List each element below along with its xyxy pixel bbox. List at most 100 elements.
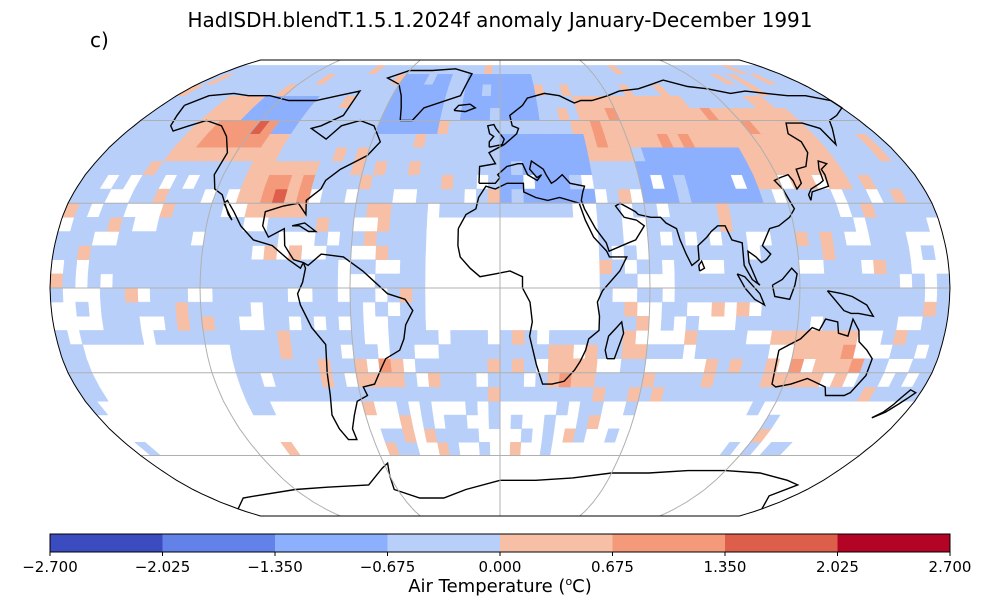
anomaly-cell <box>661 301 676 317</box>
anomaly-cell <box>599 259 613 275</box>
anomaly-cell <box>609 217 624 232</box>
anomaly-cell <box>720 330 736 345</box>
anomaly-cell <box>544 160 558 175</box>
anomaly-cell <box>773 259 788 275</box>
anomaly-cell <box>387 245 402 260</box>
anomaly-cell <box>711 301 725 317</box>
anomaly-cell <box>511 344 525 359</box>
anomaly-cell <box>520 428 533 443</box>
anomaly-cell <box>475 202 489 218</box>
anomaly-cell <box>811 273 826 289</box>
coastline <box>807 160 830 201</box>
anomaly-cell <box>390 202 405 218</box>
anomaly-cell <box>274 287 289 303</box>
anomaly-cell <box>670 344 685 359</box>
anomaly-cell <box>759 245 774 260</box>
anomaly-cell <box>100 259 115 275</box>
colorbar-tick-label: 0.000 <box>478 558 522 576</box>
anomaly-cell <box>849 273 863 289</box>
anomaly-cell <box>491 65 501 75</box>
anomaly-cell <box>476 65 486 75</box>
anomaly-cell <box>685 316 700 331</box>
anomaly-cell <box>541 428 555 443</box>
anomaly-cell <box>427 372 442 388</box>
anomaly-cell <box>519 120 532 134</box>
anomaly-cell <box>785 301 800 317</box>
anomaly-cell <box>746 401 766 416</box>
anomaly-cell <box>465 401 478 416</box>
anomaly-cell <box>387 273 401 289</box>
anomaly-cell <box>464 386 478 402</box>
anomaly-cell <box>885 259 900 275</box>
anomaly-cell <box>447 442 461 456</box>
anomaly-cell <box>561 330 575 345</box>
panel-label: c) <box>90 28 109 52</box>
anomaly-cell <box>920 245 936 260</box>
anomaly-cell <box>733 330 748 345</box>
anomaly-cell <box>645 217 660 232</box>
anomaly-cell <box>450 344 464 359</box>
anomaly-cell <box>439 372 454 388</box>
anomaly-cell <box>429 386 443 402</box>
anomaly-cell <box>405 386 420 402</box>
anomaly-cell <box>178 231 194 246</box>
anomaly-cell <box>883 245 899 260</box>
anomaly-cell <box>400 231 415 246</box>
anomaly-cell <box>511 202 525 218</box>
anomaly-cell <box>241 344 257 359</box>
anomaly-cell <box>50 273 64 289</box>
anomaly-cell <box>224 273 239 289</box>
anomaly-cell <box>64 245 80 260</box>
anomaly-cell <box>275 259 289 275</box>
anomaly-cell <box>599 287 613 303</box>
anomaly-cell <box>213 245 229 260</box>
anomaly-cell <box>430 160 445 175</box>
anomaly-cell <box>488 414 501 430</box>
anomaly-cell <box>472 84 484 96</box>
anomaly-cell <box>883 316 899 331</box>
anomaly-cell <box>149 273 164 289</box>
anomaly-cell <box>112 301 127 317</box>
anomaly-cell <box>125 259 140 275</box>
anomaly-cell <box>623 316 638 331</box>
anomaly-cell <box>936 287 950 303</box>
anomaly-cell <box>379 372 395 388</box>
anomaly-cell <box>112 259 127 275</box>
anomaly-cell <box>200 259 215 275</box>
anomaly-cell <box>440 386 455 402</box>
anomaly-cell <box>414 202 429 218</box>
anomaly-cell <box>114 316 130 331</box>
anomaly-cell <box>54 330 71 345</box>
anomaly-cell <box>110 174 132 190</box>
coastline <box>169 90 382 270</box>
anomaly-cell <box>324 301 339 317</box>
anomaly-cell <box>622 330 637 345</box>
anomaly-cell <box>784 316 799 331</box>
anomaly-cell <box>474 73 485 85</box>
anomaly-cell <box>400 245 414 260</box>
anomaly-cell <box>363 231 378 246</box>
anomaly-cell <box>536 344 550 359</box>
anomaly-cell <box>899 287 913 303</box>
anomaly-cell <box>922 301 938 317</box>
anomaly-cell <box>277 330 292 345</box>
anomaly-cell <box>429 174 443 190</box>
anomaly-cell <box>522 386 536 402</box>
anomaly-cell <box>858 316 874 331</box>
anomaly-cell <box>823 259 838 275</box>
anomaly-cell <box>582 372 597 388</box>
anomaly-cell <box>201 245 216 260</box>
anomaly-cell <box>174 273 189 289</box>
anomaly-cell <box>520 133 533 148</box>
anomaly-cell <box>546 188 561 204</box>
anomaly-cell <box>560 344 574 359</box>
anomaly-cell <box>674 287 688 303</box>
anomaly-cell <box>224 287 239 303</box>
anomaly-cell <box>351 231 366 246</box>
anomaly-cell <box>696 231 711 246</box>
anomaly-cell <box>511 372 525 388</box>
anomaly-cell <box>89 245 105 260</box>
anomaly-cell <box>532 146 546 162</box>
anomaly-cell <box>458 120 471 134</box>
anomaly-cell <box>657 344 673 359</box>
